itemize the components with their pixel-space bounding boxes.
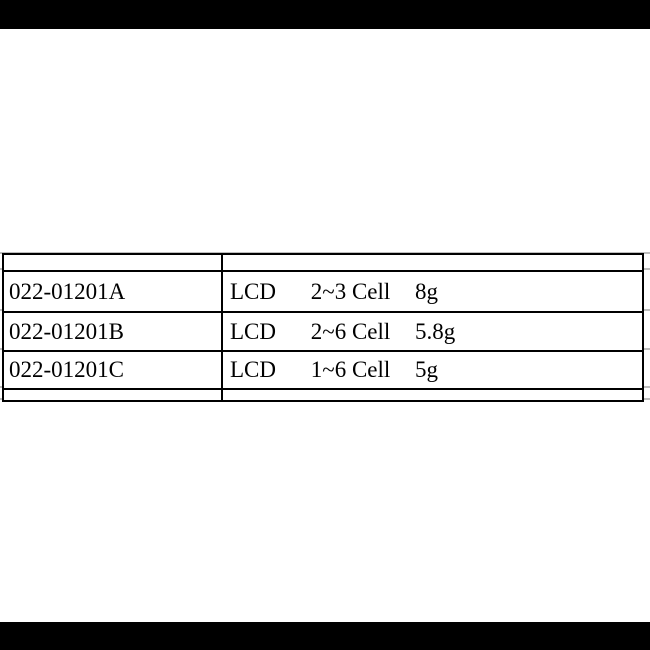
spec-cell: LCD 2~6 Cell 5.8g — [223, 313, 642, 350]
weight-text: 8g — [415, 279, 439, 304]
table-row: 022-01201A LCD 2~3 Cell 8g — [4, 272, 642, 313]
display-type-text: LCD — [230, 319, 276, 344]
table-row: 022-01201C LCD 1~6 Cell 5g — [4, 352, 642, 390]
part-number-cell — [4, 255, 223, 270]
cell-range-text: 2~6 Cell — [310, 319, 391, 344]
parts-table: 022-01201A LCD 2~3 Cell 8g 022-01201B LC… — [2, 253, 644, 402]
spec-cell: LCD 1~6 Cell 5g — [223, 352, 642, 388]
spec-cell — [223, 390, 642, 400]
weight-text: 5g — [415, 357, 439, 382]
display-type-text: LCD — [230, 279, 276, 304]
table-row: 022-01201B LCD 2~6 Cell 5.8g — [4, 313, 642, 352]
part-number-cell: 022-01201B — [4, 313, 223, 350]
part-number-cell: 022-01201C — [4, 352, 223, 388]
top-black-bar — [0, 0, 650, 29]
part-number-cell — [4, 390, 223, 400]
empty-row — [4, 255, 642, 272]
spec-cell: LCD 2~3 Cell 8g — [223, 272, 642, 311]
empty-row — [4, 390, 642, 400]
spec-cell — [223, 255, 642, 270]
cell-range-text: 2~3 Cell — [310, 279, 391, 304]
weight-text: 5.8g — [415, 319, 456, 344]
part-number-text: 022-01201C — [9, 357, 124, 382]
bottom-black-bar — [0, 622, 650, 650]
display-type-text: LCD — [230, 357, 276, 382]
cell-range-text: 1~6 Cell — [310, 357, 391, 382]
part-number-cell: 022-01201A — [4, 272, 223, 311]
part-number-text: 022-01201A — [9, 279, 126, 304]
part-number-text: 022-01201B — [9, 319, 124, 344]
